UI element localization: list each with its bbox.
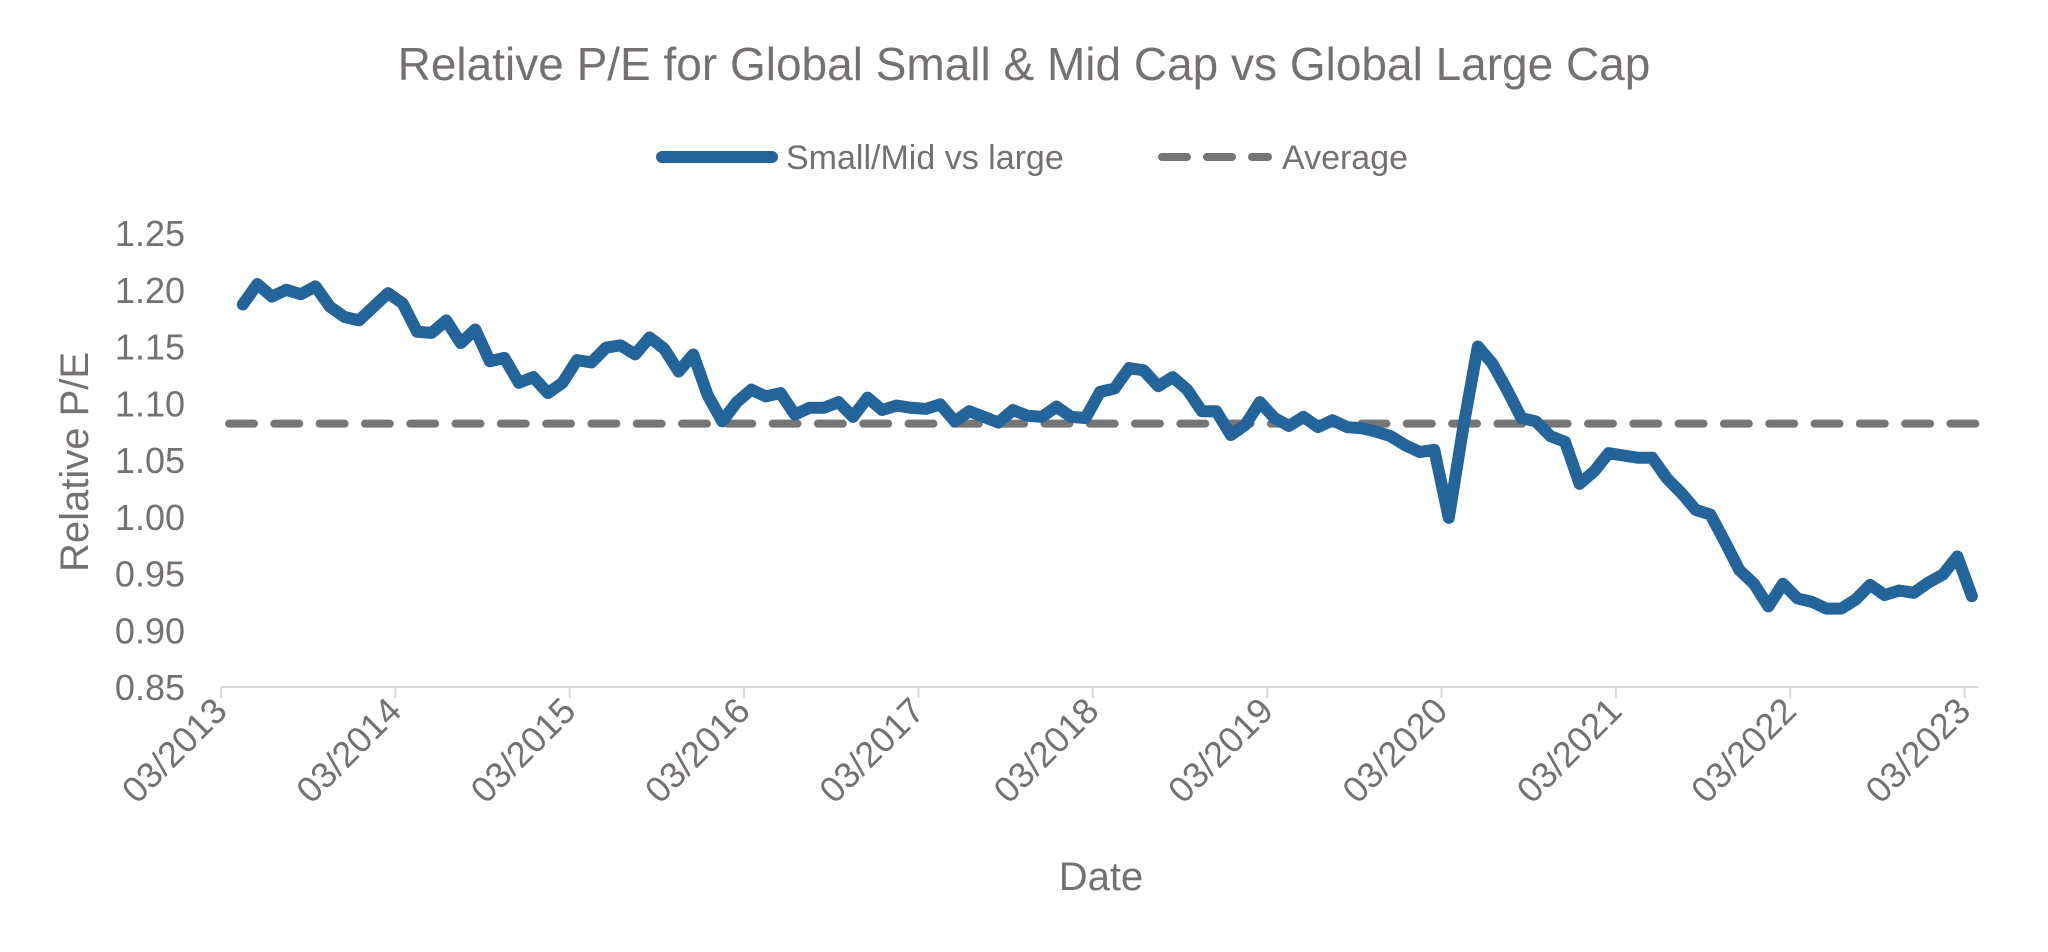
x-tick-label: 03/2014	[288, 690, 409, 811]
y-tick-label: 1.20	[115, 270, 185, 311]
legend-label-average: Average	[1282, 139, 1408, 177]
y-tick-label: 0.90	[115, 610, 185, 651]
x-axis: 03/2013 03/2014 03/2015 03/2016 03/2017 03/20…	[114, 686, 1979, 811]
legend-label-series: Small/Mid vs large	[786, 139, 1064, 177]
y-tick-label: 1.25	[115, 213, 185, 254]
x-tick-label: 03/2020	[1334, 690, 1455, 811]
y-tick-label: 0.85	[115, 667, 185, 708]
y-axis-title: Relative P/E	[53, 352, 97, 572]
chart-title: Relative P/E for Global Small & Mid Cap …	[398, 38, 1651, 90]
x-tick-label: 03/2022	[1683, 690, 1804, 811]
x-axis-title: Date	[1059, 855, 1144, 899]
x-tick-label: 03/2021	[1509, 690, 1630, 811]
series-line-small-mid-vs-large	[236, 278, 1978, 615]
y-tick-label: 0.95	[115, 554, 185, 595]
x-tick-label: 03/2015	[462, 690, 583, 811]
y-tick-label: 1.15	[115, 327, 185, 368]
x-tick-label: 03/2023	[1857, 690, 1978, 811]
legend: Small/Mid vs large Average	[656, 139, 1408, 177]
x-tick-label: 03/2016	[637, 690, 758, 811]
x-tick-label: 03/2018	[985, 690, 1106, 811]
x-tick-label: 03/2019	[1160, 690, 1281, 811]
y-tick-label: 1.00	[115, 497, 185, 538]
y-tick-label: 1.05	[115, 440, 185, 481]
plot-area	[225, 278, 1983, 615]
y-tick-label: 1.10	[115, 383, 185, 424]
x-tick-label: 03/2017	[811, 690, 932, 811]
y-axis: 1.25 1.20 1.15 1.10 1.05 1.00 0.95 0.90 0.85	[115, 213, 185, 708]
